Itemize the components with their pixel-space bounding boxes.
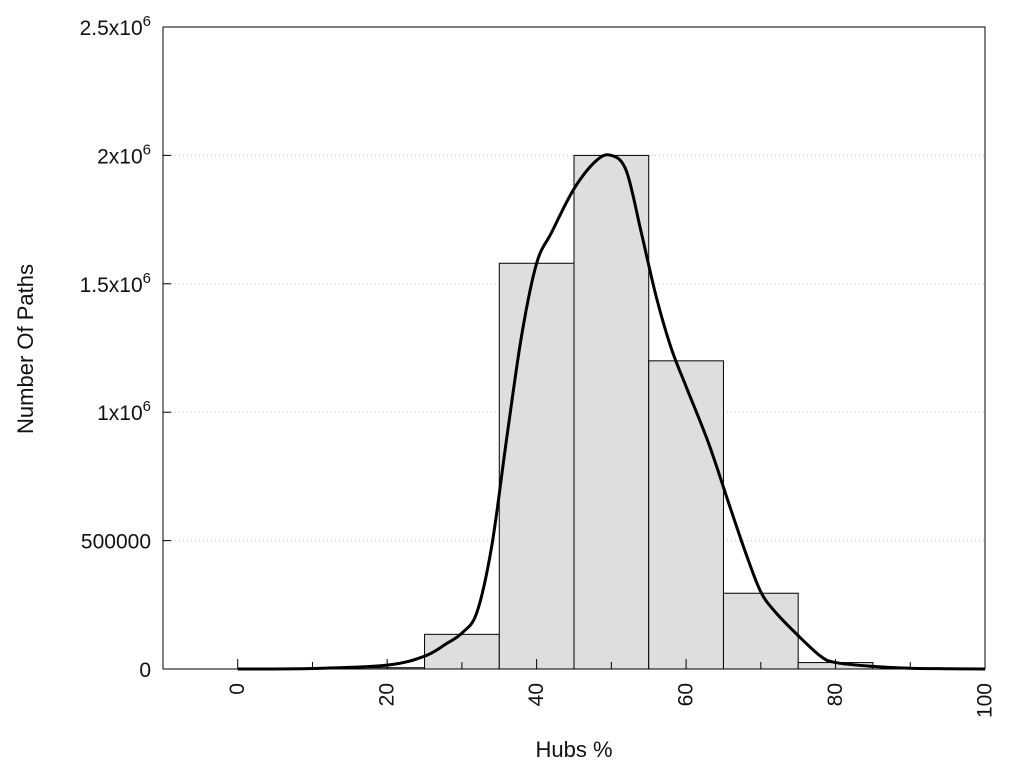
plot-frame [162, 26, 986, 670]
y-axis: 0 500000 1x106 1.5x106 2x106 2.5x106 [80, 13, 171, 682]
y-tick-label-1: 500000 [81, 531, 151, 554]
bar-5 [573, 154, 650, 670]
grid-lines [163, 154, 985, 542]
y-tick-label-5: 2.5x106 [80, 13, 151, 40]
y-tick-label-4: 2x106 [97, 141, 151, 168]
x-tick-label-4: 80 [824, 683, 847, 706]
bar-7 [722, 592, 799, 670]
y-tick-label-2: 1x106 [97, 398, 151, 425]
x-tick-label-3: 60 [675, 683, 698, 706]
density-curve [237, 153, 986, 671]
x-tick-label-0: 0 [226, 683, 249, 695]
x-axis-label: Hubs % [535, 737, 612, 762]
x-axis: 0 20 40 60 80 100 [226, 659, 997, 718]
y-axis-label: Number Of Paths [13, 264, 38, 434]
bar-6 [648, 360, 724, 670]
y-tick-label-3: 1.5x106 [80, 270, 151, 297]
y-tick-label-0: 0 [139, 659, 151, 682]
bars [349, 154, 874, 670]
bar-4 [498, 262, 575, 670]
x-tick-label-5: 100 [974, 683, 997, 718]
x-tick-label-1: 20 [376, 683, 399, 706]
x-tick-label-2: 40 [525, 683, 548, 706]
